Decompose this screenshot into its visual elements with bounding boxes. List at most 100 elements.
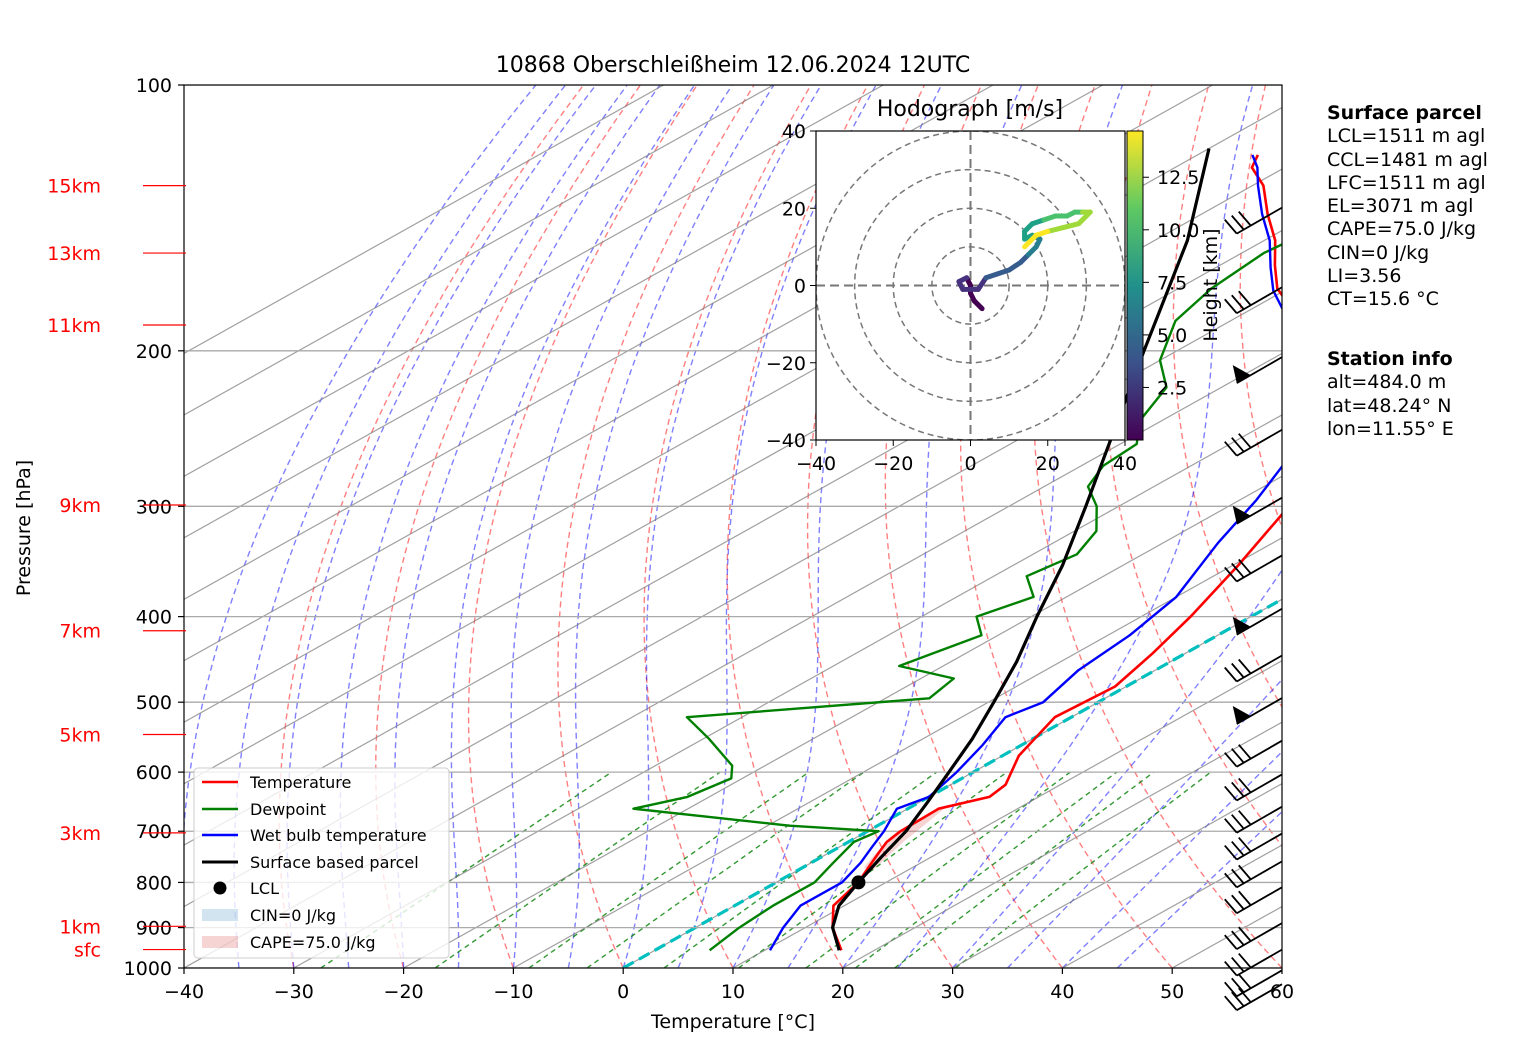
wind-barb [1224, 428, 1283, 457]
hodograph-segment [1076, 209, 1093, 227]
y-tick-label: 700 [136, 821, 172, 843]
wind-barb-staff [1236, 969, 1283, 998]
wind-barb-staff [1236, 286, 1283, 315]
legend-label-dewpoint: Dewpoint [250, 800, 326, 819]
wind-barb-flag [1231, 930, 1245, 946]
wind-barb-flag [1224, 785, 1238, 802]
wind-barb-pennant [1232, 505, 1251, 524]
station-info-line: alt=484.0 m [1327, 371, 1447, 394]
hodograph-segment [1045, 225, 1066, 234]
x-tick-label: 40 [1050, 981, 1074, 1003]
isotherm [184, 85, 774, 416]
wind-barb-staff [1236, 206, 1283, 235]
wind-barb [1224, 773, 1283, 802]
wind-barb-flag [1231, 977, 1245, 993]
wind-barb-flag [1238, 836, 1252, 853]
wind-barb-flag [1224, 934, 1238, 950]
wind-barb-staff [1236, 983, 1283, 1011]
isotherm [184, 168, 1282, 785]
wind-barb-flag [1231, 215, 1245, 231]
wind-barb-flag [1224, 298, 1238, 314]
wind-barb-flag [1238, 973, 1252, 989]
wind-barb [1224, 286, 1283, 315]
isotherm [622, 598, 1282, 968]
dry-adiabat [1032, 85, 1282, 968]
legend-label-wetbulb: Wet bulb temperature [250, 826, 427, 845]
wind-barb-flag [1231, 781, 1245, 798]
isotherm [184, 85, 884, 478]
wind-barb-staff [1236, 948, 1283, 977]
dry-adiabat [643, 85, 812, 968]
wind-barb [1224, 860, 1283, 889]
legend-label-cin: CIN=0 J/kg [250, 906, 336, 925]
colorbar-label: Height [km] [1200, 228, 1222, 341]
series-line-dewpoint [632, 243, 1282, 952]
height-label: 1km [59, 916, 101, 938]
dry-adiabat [557, 85, 755, 968]
y-tick-label: 400 [136, 607, 172, 629]
wind-barb-flag [1238, 290, 1252, 306]
hodograph-x-tick-label: 20 [1036, 453, 1060, 475]
surface-parcel-title: Surface parcel [1327, 102, 1482, 124]
legend-swatch-lcl [213, 881, 227, 895]
wind-barb-flag [1238, 558, 1252, 575]
wind-barb-staff [1236, 773, 1283, 802]
wind-barb [1224, 948, 1283, 977]
legend-swatch-cape [202, 936, 238, 948]
moist-adiabat [897, 85, 1254, 968]
isotherm [184, 85, 664, 355]
y-tick-label: 300 [136, 496, 172, 518]
legend-swatch-cin [202, 909, 238, 921]
station-info-line: lon=11.55° E [1327, 417, 1454, 440]
wind-barb-flag [1231, 814, 1245, 830]
station-info-line: lat=48.24° N [1327, 394, 1452, 417]
wind-barb-flag [1231, 868, 1245, 884]
chart-title: 10868 Oberschleißheim 12.06.2024 12UTC [496, 53, 971, 78]
surface-parcel-line: CT=15.6 °C [1327, 288, 1439, 311]
height-label: 3km [59, 823, 101, 845]
dry-adiabat [467, 85, 698, 968]
wind-barb [1232, 496, 1283, 525]
wind-barb-staff [1236, 805, 1283, 834]
isotherm [842, 721, 1282, 968]
moist-adiabat [952, 569, 1282, 968]
hodograph-x-tick-label: −20 [873, 453, 913, 475]
moist-adiabat [450, 85, 696, 968]
wind-barb-flag [1231, 840, 1245, 857]
height-label: 13km [47, 243, 101, 265]
colorbar [1126, 130, 1144, 441]
y-tick-label: 900 [136, 918, 172, 940]
isotherm [403, 475, 1282, 968]
height-label: 9km [59, 495, 101, 517]
y-tick-label: 100 [136, 75, 172, 97]
wind-barb [1232, 607, 1283, 636]
wind-barb-flag [1238, 658, 1252, 675]
y-tick-label: 600 [136, 762, 172, 784]
x-tick-label: 20 [831, 981, 855, 1003]
wind-barb-flag [1224, 898, 1238, 914]
wind-barb-staff [1236, 739, 1283, 768]
hodograph-y-tick-label: −40 [766, 430, 806, 452]
x-tick-label: −30 [274, 981, 314, 1003]
height-label: 5km [59, 725, 101, 747]
surface-parcel-line: CCL=1481 m agl [1327, 148, 1488, 171]
dry-adiabat [806, 85, 954, 968]
station-info-title: Station info [1327, 348, 1453, 370]
isotherm [184, 85, 994, 539]
isotherm [732, 660, 1282, 968]
x-tick-label: 50 [1160, 981, 1184, 1003]
hodograph-y-tick-label: −20 [766, 353, 806, 375]
dry-adiabat [1239, 85, 1282, 530]
surface-parcel-line: LFC=1511 m agl [1327, 171, 1486, 194]
wind-barb [1232, 356, 1283, 384]
wind-barb-staff [1236, 554, 1283, 583]
colorbar-tick-label: 10.0 [1157, 220, 1199, 242]
isotherm [293, 414, 1282, 968]
x-tick-label: 0 [617, 981, 629, 1003]
series-line-temperature [831, 154, 1282, 951]
wind-barb-flag [1231, 294, 1245, 310]
wind-barb-flag [1231, 437, 1245, 453]
isotherm [513, 537, 1282, 968]
wind-barb [1232, 697, 1283, 725]
wind-barb-staff [1236, 860, 1283, 889]
